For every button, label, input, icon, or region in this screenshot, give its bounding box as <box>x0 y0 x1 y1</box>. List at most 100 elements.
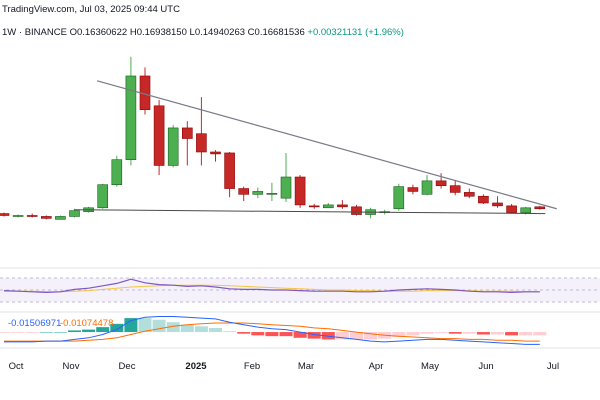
macd-histogram-bar <box>533 332 547 336</box>
candle-body <box>337 204 348 208</box>
x-tick-label: Oct <box>9 361 24 372</box>
macd-histogram-bar <box>152 319 166 333</box>
candle-body <box>407 187 419 192</box>
x-tick-label: Jun <box>478 361 493 372</box>
high-value: 0.16938150 <box>136 27 187 38</box>
candle-body <box>266 193 278 195</box>
macd-histogram-bar <box>53 332 67 333</box>
macd-histogram-bar <box>265 332 279 337</box>
candle-body <box>69 210 80 217</box>
time-axis: Oct Nov Dec 2025 Feb Mar Apr May Jun Jul <box>9 361 559 372</box>
macd-histogram-bar <box>491 332 504 335</box>
close-value: 0.16681536 <box>254 27 305 38</box>
candle-body <box>280 176 292 199</box>
candle-body <box>506 205 517 213</box>
macd-histogram-bar <box>25 332 39 333</box>
macd-histogram-bar <box>392 332 406 337</box>
macd-histogram-bar <box>223 331 237 333</box>
macd-histogram-bar <box>406 332 420 336</box>
macd-histogram-bar <box>209 327 222 333</box>
candle-body <box>322 204 334 209</box>
open-label: O <box>69 27 77 38</box>
rsi-line <box>3 278 540 294</box>
candle-body <box>252 191 264 195</box>
candle-body <box>40 216 52 219</box>
macd-histogram-bar <box>420 332 434 334</box>
macd-histogram-bar <box>293 332 307 338</box>
macd-histogram-bar <box>110 323 124 333</box>
macd-histogram-bar <box>11 332 25 333</box>
x-tick-label: Feb <box>244 361 260 372</box>
candle-body <box>478 195 489 204</box>
candle-body <box>393 186 405 210</box>
x-tick-label: Nov <box>63 361 80 372</box>
candle-body <box>0 213 10 216</box>
macd-histogram-bar <box>166 322 180 333</box>
rsi-pane <box>0 277 600 303</box>
macd-signal-line <box>4 322 540 342</box>
candle-body <box>308 205 320 208</box>
candle-body <box>153 105 165 166</box>
low-value: 0.14940263 <box>194 27 246 38</box>
price-pane <box>0 56 600 349</box>
open-value: 0.16360622 <box>76 27 128 38</box>
candle-body <box>97 184 108 209</box>
candle-body <box>125 75 137 160</box>
candle-body <box>421 180 433 195</box>
macd-histogram-bar <box>350 332 363 340</box>
candle-body <box>294 176 306 206</box>
macd-histogram-bar <box>335 332 349 340</box>
candle-body <box>449 185 461 193</box>
candle-body <box>492 202 503 207</box>
candle-body <box>196 133 207 153</box>
candle-body <box>111 159 123 186</box>
candle-body <box>55 216 66 220</box>
candle-body <box>210 151 221 155</box>
candle-body <box>238 188 249 195</box>
macd-histogram-bar <box>194 326 208 333</box>
high-label: H <box>129 27 137 38</box>
macd-histogram-bar <box>0 332 11 333</box>
macd-histogram-bar <box>138 318 152 333</box>
macd-value: -0.01506971 <box>8 318 62 329</box>
candle-body <box>167 127 179 166</box>
macd-histogram-bar <box>505 332 519 336</box>
low-label: L <box>189 27 195 38</box>
macd-line <box>4 316 540 345</box>
macd-histogram-bar <box>364 332 378 340</box>
change-value: +0.00321131 (+1.96%) <box>307 27 404 38</box>
chart-watermark-header: TradingView.com, Jul 03, 2025 09:44 UTC <box>2 4 180 15</box>
lower-trendline <box>74 209 546 215</box>
candle-body <box>224 152 235 189</box>
watermark-text: TradingView.com, Jul 03, 2025 09:44 UTC <box>2 4 180 15</box>
macd-histogram-bar <box>68 330 81 333</box>
macd-histogram-bar <box>124 318 138 333</box>
macd-histogram-bar <box>434 332 448 333</box>
macd-histogram-bar <box>307 332 321 339</box>
macd-histogram-bar <box>237 332 251 334</box>
x-tick-label: Mar <box>298 361 314 372</box>
macd-histogram-bar <box>279 332 293 337</box>
macd-histogram-bar <box>251 332 265 336</box>
macd-histogram-bar <box>462 332 476 334</box>
macd-histogram-bar <box>180 324 194 333</box>
macd-histogram-bar <box>82 329 96 333</box>
macd-histogram-bar <box>519 332 533 336</box>
candle-body <box>26 215 38 217</box>
candle-body <box>182 127 193 139</box>
signal-value: -0.01074478 <box>60 318 114 329</box>
macd-histogram-bar <box>96 327 110 333</box>
macd-histogram-bar <box>476 332 490 335</box>
symbol-label: 1W · BINANCE <box>2 27 67 38</box>
macd-histogram-bar <box>448 332 462 334</box>
x-tick-label: Dec <box>119 361 136 372</box>
rsi-ma-line <box>4 284 540 293</box>
macd-pane <box>0 316 547 345</box>
candle-body <box>435 180 447 186</box>
close-label: C <box>247 27 255 38</box>
candle-body <box>534 206 546 210</box>
candle-body <box>12 215 24 217</box>
macd-histogram-bar <box>39 332 53 333</box>
x-tick-label: 2025 <box>185 361 207 372</box>
